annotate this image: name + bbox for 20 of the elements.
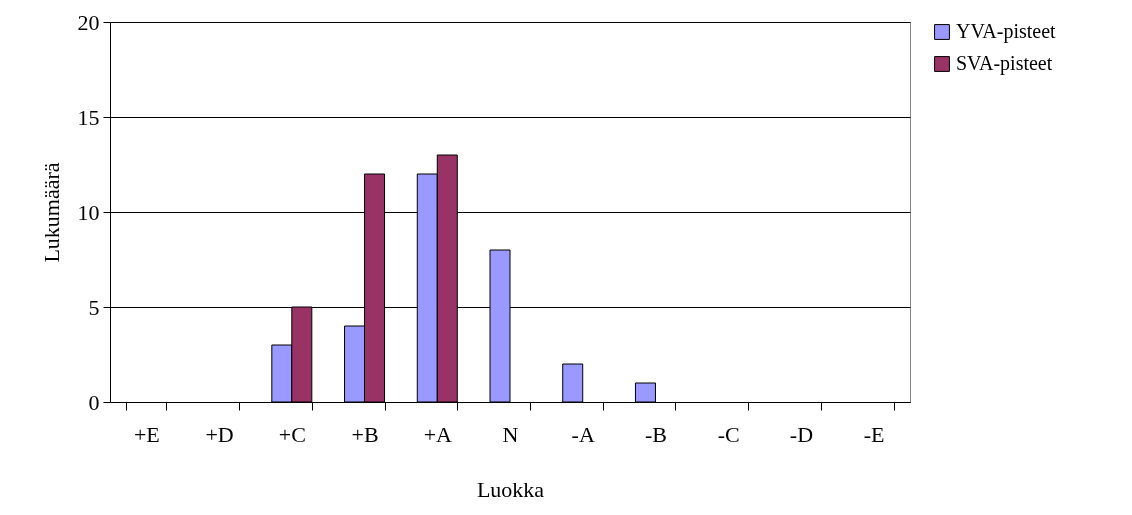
y-tick-label: 10 [77,199,100,225]
x-axis-title: Luokka [476,476,545,502]
x-tick-label: N [502,421,519,447]
x-tick-label: +B [351,421,379,447]
x-tick-label: -C [717,421,740,447]
y-tick-label: 15 [77,104,100,130]
x-tick-label: +E [133,421,160,447]
y-tick-label: 20 [77,9,100,35]
y-tick-label: 0 [88,389,100,415]
x-tick-label: -B [644,421,667,447]
x-tick-label: -E [863,421,885,447]
x-tick-label: +D [205,421,234,447]
x-tick-label: +C [278,421,306,447]
y-axis-title: Lukumäärä [38,162,64,263]
y-tick-label: 5 [88,294,100,320]
x-tick-label: -A [571,421,595,447]
legend-label: YVA-pisteet [956,20,1057,43]
x-tick-label: +A [423,421,453,447]
legend-label: SVA-pisteet [956,52,1053,75]
x-tick-label: -D [789,421,814,447]
